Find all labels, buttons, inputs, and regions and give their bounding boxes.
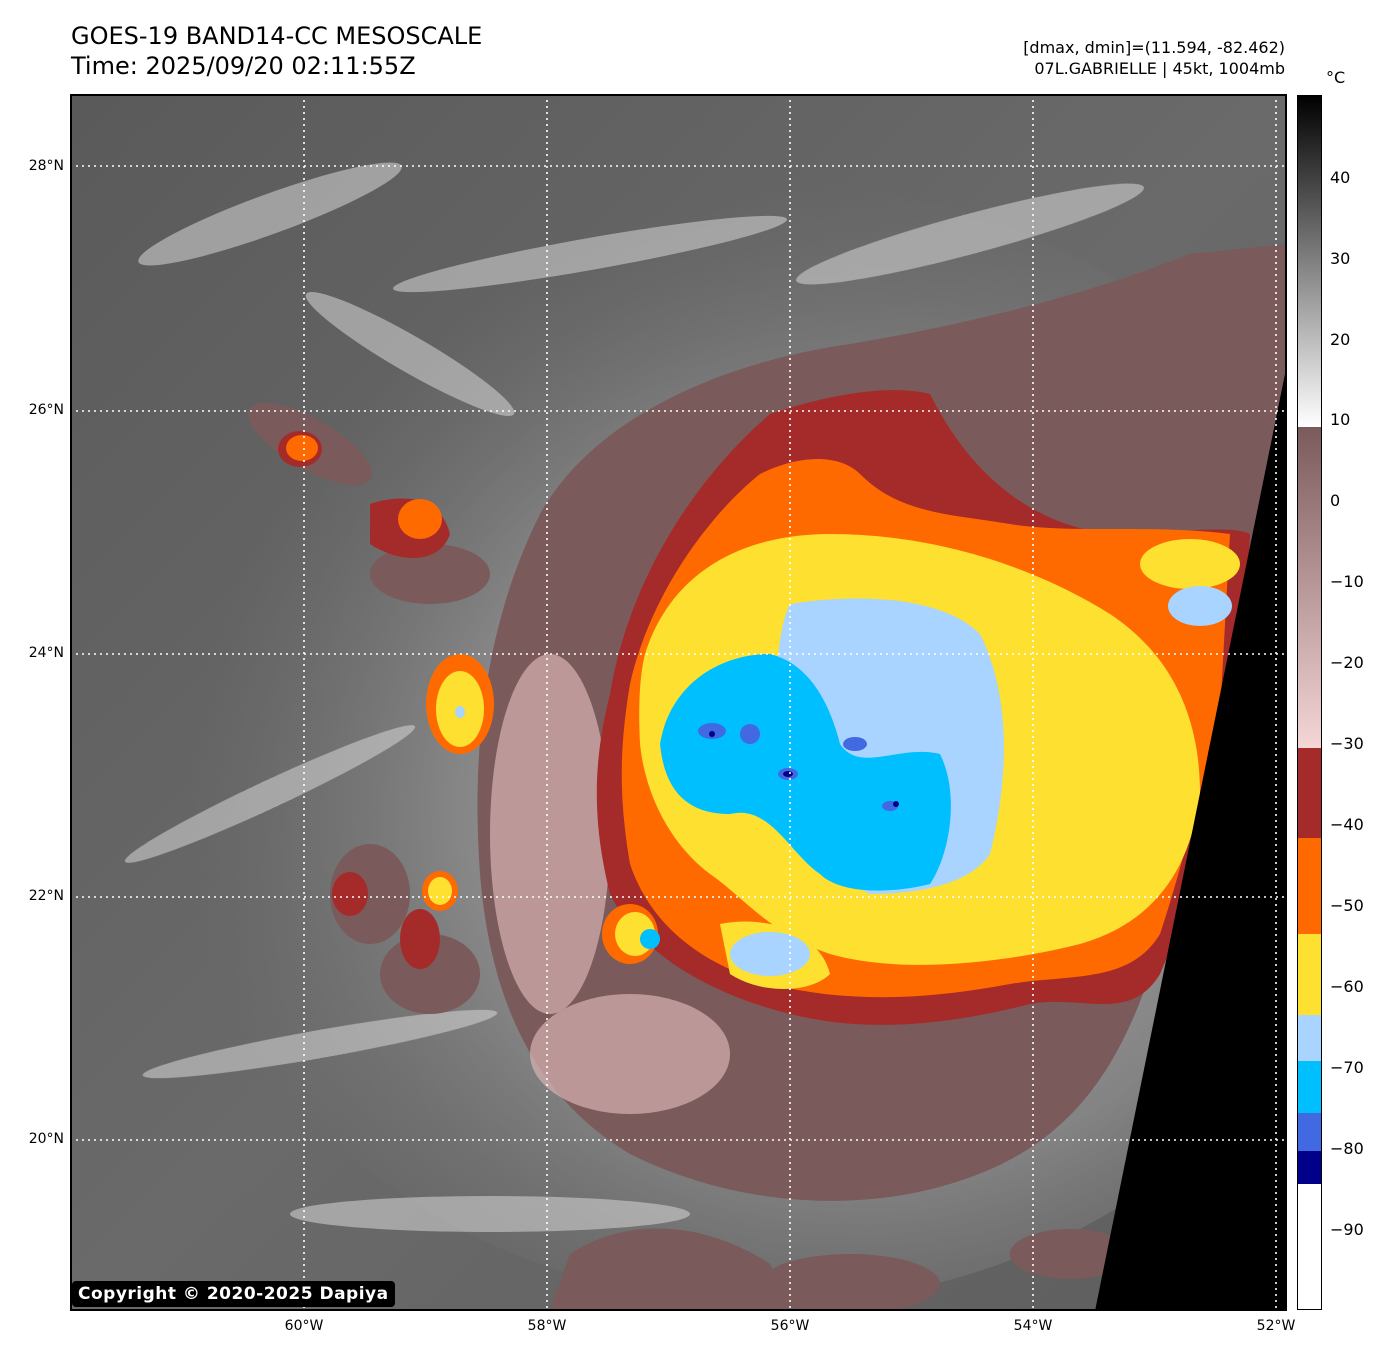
colorbar-tick-20: 20	[1330, 330, 1351, 349]
colorbar-tick-minus90: −90	[1330, 1220, 1364, 1239]
colorbar-yellow-segment	[1297, 934, 1322, 1015]
graticule	[70, 94, 1287, 1311]
colorbar-tick-minus80: −80	[1330, 1139, 1364, 1158]
lat-label-20: 20°N	[28, 1131, 64, 1147]
colorbar-tick-minus40: −40	[1330, 815, 1364, 834]
lon-label-52: 52°W	[1256, 1318, 1296, 1334]
colorbar-tick-minus30: −30	[1330, 734, 1364, 753]
map-title: GOES-19 BAND14-CC MESOSCALE	[71, 22, 483, 50]
colorbar-lightblue-segment	[1297, 1015, 1322, 1061]
copyright-badge: Copyright © 2020-2025 Dapiya	[72, 1281, 395, 1307]
no-data-region	[1095, 364, 1287, 1311]
lat-label-26: 26°N	[28, 402, 64, 418]
colorbar	[1297, 95, 1322, 1310]
coldest-cores	[698, 723, 899, 811]
lat-label-22: 22°N	[28, 888, 64, 904]
lat-label-24: 24°N	[28, 645, 64, 661]
lon-label-58: 58°W	[527, 1318, 567, 1334]
cirrus-shield-pink	[490, 654, 730, 1114]
lon-label-54: 54°W	[1013, 1318, 1053, 1334]
map-time: Time: 2025/09/20 02:11:55Z	[71, 52, 416, 80]
colorbar-gray-segment	[1297, 95, 1322, 427]
lon-label-56: 56°W	[770, 1318, 810, 1334]
colorbar-tick-40: 40	[1330, 168, 1351, 187]
storm-info: 07L.GABRIELLE | 45kt, 1004mb	[1034, 59, 1285, 78]
colorbar-tick-minus20: −20	[1330, 653, 1364, 672]
lat-label-28: 28°N	[28, 158, 64, 174]
colorbar-orange-segment	[1297, 838, 1322, 934]
satellite-map	[70, 94, 1287, 1311]
colorbar-navy-segment	[1297, 1151, 1322, 1184]
cold-cloud-deep-blue	[640, 654, 951, 949]
colorbar-royalblue-segment	[1297, 1113, 1322, 1151]
colorbar-brown-segment	[1297, 427, 1322, 748]
map-frame	[70, 94, 1287, 1311]
lon-label-60: 60°W	[284, 1318, 324, 1334]
colorbar-tick-30: 30	[1330, 249, 1351, 268]
colorbar-unit: °C	[1326, 68, 1346, 87]
colorbar-tick-10: 10	[1330, 410, 1351, 429]
colorbar-darkred-segment	[1297, 748, 1322, 838]
colorbar-white-segment	[1297, 1184, 1322, 1310]
colorbar-tick-minus10: −10	[1330, 572, 1364, 591]
colorbar-tick-0: 0	[1330, 491, 1341, 510]
colorbar-tick-minus70: −70	[1330, 1058, 1364, 1077]
data-range: [dmax, dmin]=(11.594, -82.462)	[1023, 38, 1285, 57]
colorbar-tick-minus50: −50	[1330, 896, 1364, 915]
colorbar-deepsky-segment	[1297, 1061, 1322, 1113]
colorbar-tick-minus60: −60	[1330, 977, 1364, 996]
